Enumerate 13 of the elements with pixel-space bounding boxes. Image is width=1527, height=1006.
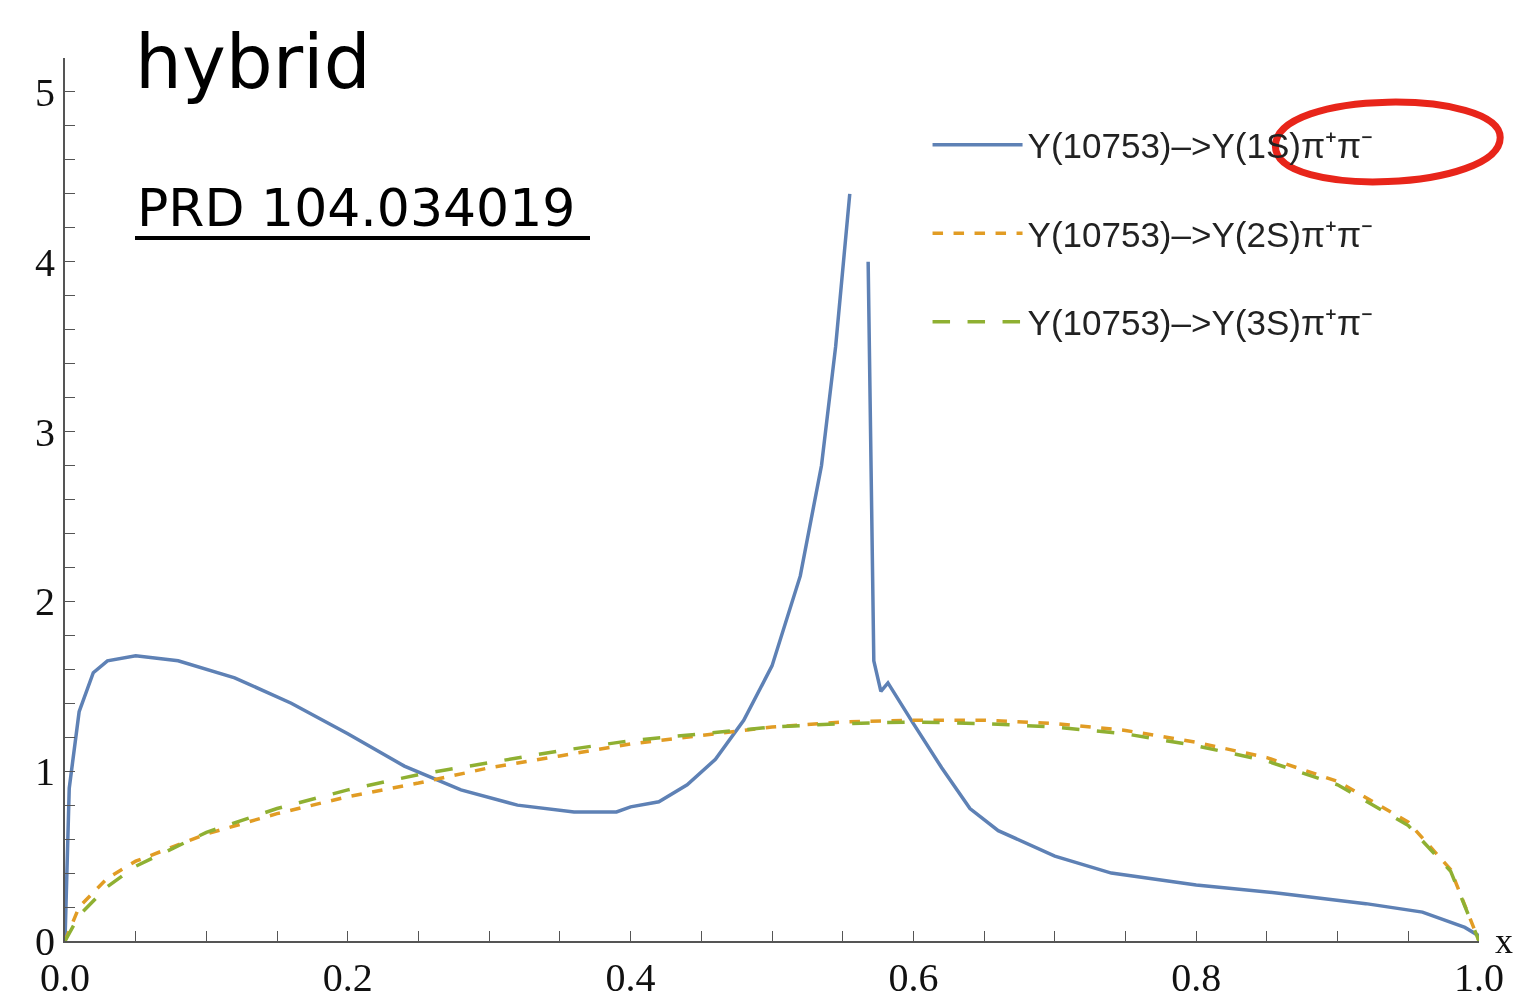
text: PRD 104.034019 <box>137 178 576 238</box>
y-tick-label: 2 <box>35 579 55 625</box>
chart-title: hybrid <box>135 18 371 105</box>
x-tick-label: 0.8 <box>1171 955 1222 1000</box>
legend-label: Y(10753)–>Y(3S)π⁺π⁻ <box>1027 303 1374 343</box>
y-tick-label: 4 <box>35 239 55 285</box>
x-tick-label: 0.2 <box>322 955 373 1000</box>
y-tick-label: 1 <box>35 749 55 795</box>
x-tick-label: 0.6 <box>888 955 939 1000</box>
y-tick-label: 3 <box>35 409 55 455</box>
legend-label: Y(10753)–>Y(2S)π⁺π⁻ <box>1027 214 1374 254</box>
x-tick-label: 0.4 <box>605 955 656 1000</box>
y-tick-label: 5 <box>35 69 55 115</box>
